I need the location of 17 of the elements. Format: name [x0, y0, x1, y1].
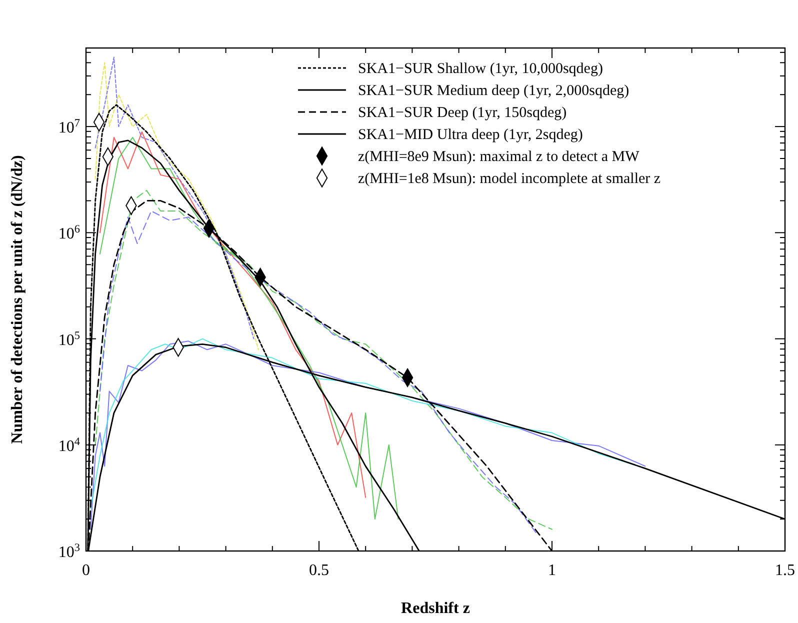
y-axis-title: Number of detections per unit of z (dN/dz) — [9, 155, 26, 444]
x-tick-label: 1 — [548, 562, 556, 579]
legend-label: SKA1−SUR Shallow (1yr, 10,000sqdeg) — [358, 61, 603, 77]
y-tick-label: 10$^{3}$ — [58, 542, 80, 561]
y-tick-label: 10$^{6}$ — [58, 224, 80, 243]
x-tick-label: 0.5 — [309, 562, 329, 579]
legend-label: SKA1−SUR Deep (1yr, 150sqdeg) — [358, 105, 567, 121]
y-tick-label: 10$^{5}$ — [58, 330, 80, 349]
legend-label: z(MHI=8e9 Msun): maximal z to detect a MW — [358, 149, 640, 165]
x-tick-label: 1.5 — [775, 562, 795, 579]
x-axis-title: Redshift z — [401, 600, 470, 617]
legend-label: z(MHI=1e8 Msun): model incomplete at smaller z — [358, 171, 661, 187]
x-tick-label: 0 — [82, 562, 90, 579]
y-tick-label: 10$^{4}$ — [58, 436, 80, 455]
legend-label: SKA1−MID Ultra deep (1yr, 2sqdeg) — [358, 127, 583, 143]
legend-label: SKA1−SUR Medium deep (1yr, 2,000sqdeg) — [358, 83, 630, 99]
y-tick-label: 10$^{7}$ — [58, 118, 80, 137]
